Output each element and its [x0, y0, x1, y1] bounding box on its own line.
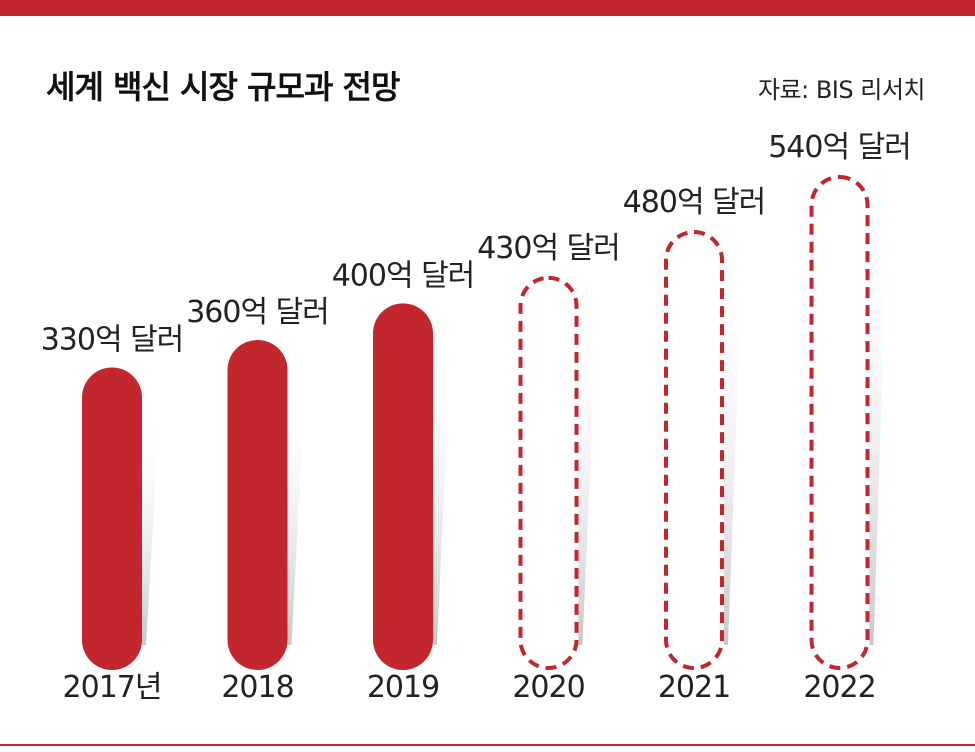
x-tick-label: 2017년 [63, 670, 162, 705]
value-label: 430억 달러 [477, 231, 620, 266]
bar-shadows [142, 215, 888, 645]
bar-shadow [578, 315, 597, 645]
bar [518, 275, 579, 670]
bar-shadow [142, 407, 160, 645]
x-tick-label: 2021 [658, 670, 730, 705]
bar [664, 230, 724, 670]
value-label: 360억 달러 [186, 295, 329, 330]
value-label: 540억 달러 [768, 130, 911, 165]
bar [82, 367, 142, 670]
source-note: 자료: BIS 리서치 [757, 76, 926, 104]
x-tick-label: 2020 [512, 670, 584, 705]
bar-shadow [287, 380, 306, 645]
x-tick-label: 2022 [803, 670, 875, 705]
bottom-divider [0, 744, 975, 746]
bar [227, 340, 288, 670]
bar [373, 303, 433, 670]
value-label: 480억 달러 [623, 185, 766, 220]
bars-group [82, 175, 870, 670]
x-tick-label: 2018 [221, 670, 293, 705]
bar [809, 175, 870, 670]
bar-shadow [869, 215, 888, 645]
value-label: 400억 달러 [332, 258, 475, 293]
chart-title: 세계 백신 시장 규모과 전망 [46, 68, 400, 106]
x-tick-label: 2019 [367, 670, 439, 705]
top-accent-bar [0, 0, 975, 16]
bar-shadow [724, 270, 742, 645]
bar-shadow [433, 343, 451, 645]
x-labels-group: 2017년 2018 2019 2020 2021 2022 [63, 670, 877, 705]
value-label: 330억 달러 [41, 323, 184, 358]
